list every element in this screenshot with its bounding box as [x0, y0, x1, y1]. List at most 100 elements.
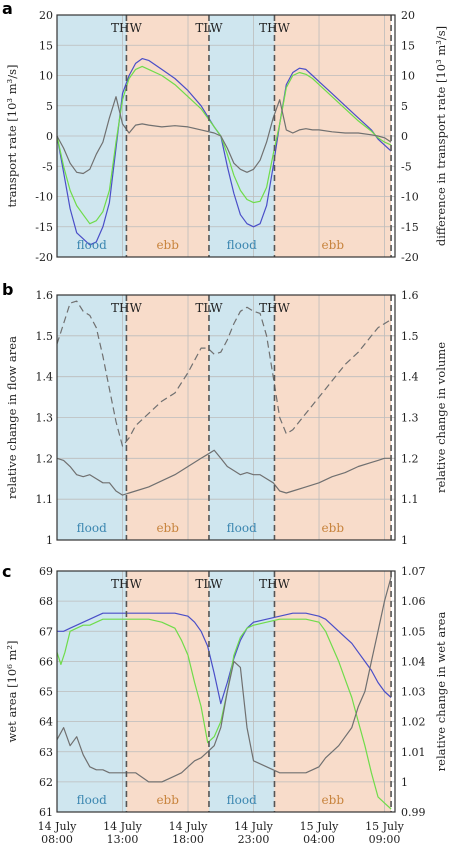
panel-a-ylabel-right: difference in transport rate [10³ m³/s] [434, 26, 448, 246]
phase-label-flood: flood [227, 793, 257, 807]
panel-a-labels: flood ebb flood ebb -20 -15 -10 -5 0 5 10 15 20 -20 -1… [35, 9, 418, 264]
y-tick-left: 67 [39, 625, 53, 638]
phase-label-ebb: ebb [322, 238, 345, 252]
panel-a-ylabel-left: transport rate [10³ m³/s] [5, 65, 19, 208]
x-tick-time: 23:00 [238, 833, 270, 846]
y-tick-right: 1.02 [401, 716, 426, 729]
panel-a-series [56, 58, 392, 246]
panel-a-letter: a [2, 0, 13, 18]
y-tick-left: 69 [39, 565, 53, 578]
y-tick-left: -15 [35, 221, 53, 234]
y-tick-left: -5 [42, 160, 53, 173]
y-tick-right: -5 [401, 160, 412, 173]
y-tick-left: 1 [46, 534, 53, 547]
phase-label-ebb: ebb [322, 793, 345, 807]
y-tick-right: 1.06 [401, 595, 426, 608]
y-tick-left: 63 [39, 746, 53, 759]
y-tick-left: 66 [39, 655, 53, 668]
y-tick-left: 62 [39, 776, 53, 789]
panel-c-ylabel-right: relative change in wet area [434, 612, 448, 772]
y-tick-left: 0 [46, 130, 53, 143]
y-tick-right: 1.07 [401, 565, 426, 578]
event-label: THW [259, 577, 290, 591]
series-line-gray-solid [56, 449, 392, 496]
panel-a-frame [56, 14, 396, 258]
event-label: THW [111, 301, 142, 315]
panel-c-frame [56, 570, 396, 813]
y-tick-left: 1.2 [36, 452, 54, 465]
phase-label-flood: flood [77, 793, 107, 807]
y-tick-left: -20 [35, 251, 53, 264]
phase-label-ebb: ebb [322, 521, 345, 535]
x-tick-date: 15 July [365, 820, 405, 833]
y-tick-right: 1.3 [401, 412, 419, 425]
y-tick-right: 1.5 [401, 330, 419, 343]
y-tick-right: 1.6 [401, 289, 419, 302]
panel-b-ylabel-right: relative change in volume [434, 342, 448, 493]
panel-c: c flood ebb flood ebb 61 62 63 64 65 66 67 68 69 0.99… [2, 562, 448, 846]
x-tick-time: 18:00 [172, 833, 204, 846]
y-tick-left: 1.4 [36, 371, 54, 384]
event-label: THW [259, 21, 290, 35]
phase-label-flood: flood [77, 521, 107, 535]
y-tick-right: 5 [401, 100, 408, 113]
series-line-green [56, 65, 392, 225]
phase-label-ebb: ebb [156, 521, 179, 535]
y-tick-right: -20 [401, 251, 419, 264]
y-tick-right: 10 [401, 70, 415, 83]
panel-b-ylabel-left: relative change in flow area [5, 336, 19, 499]
series-line-blue [57, 612, 392, 705]
y-tick-left: 20 [39, 9, 53, 22]
y-tick-right: 1.01 [401, 746, 426, 759]
x-tick-time: 04:00 [303, 833, 335, 846]
y-tick-right: 0 [401, 130, 408, 143]
panel-c-event-lines [125, 571, 392, 812]
x-tick-date: 15 July [300, 820, 340, 833]
event-label: THW [111, 21, 142, 35]
y-tick-right: -10 [401, 191, 419, 204]
y-tick-right: 0.99 [401, 806, 426, 819]
x-tick-date: 14 July [169, 820, 209, 833]
panel-c-labels: flood ebb flood ebb 61 62 63 64 65 66 67 68 69 0.99 1 1… [39, 565, 426, 819]
y-tick-left: 1.1 [36, 493, 54, 506]
y-tick-right: 15 [401, 39, 415, 52]
y-tick-right: -15 [401, 221, 419, 234]
y-tick-left: 15 [39, 39, 53, 52]
y-tick-right: 1.2 [401, 452, 419, 465]
panel-b: b flood ebb flood ebb 1 1.1 1.2 1.3 1.4 1.5 1.6 1 1.… [2, 280, 448, 547]
panel-c-letter: c [2, 562, 11, 581]
phase-label-ebb: ebb [156, 238, 179, 252]
y-tick-left: -10 [35, 191, 53, 204]
event-label: TLW [195, 577, 223, 591]
series-line-gray [56, 96, 392, 175]
y-tick-right: 1 [401, 776, 408, 789]
y-tick-right: 1.1 [401, 493, 419, 506]
series-line-blue [56, 58, 392, 246]
phase-label-flood: flood [77, 238, 107, 252]
y-tick-left: 10 [39, 70, 53, 83]
event-label: THW [259, 301, 290, 315]
series-line-gray-dashed [56, 300, 392, 447]
x-tick-date: 14 July [103, 820, 143, 833]
panel-c-series [56, 576, 392, 810]
panel-a: a flood ebb flood ebb -20 -15 -10 -5 0 5 10 15 20 -20… [2, 0, 448, 264]
y-tick-right: 1.4 [401, 371, 419, 384]
y-tick-right: 1.05 [401, 625, 426, 638]
event-label: TLW [195, 301, 223, 315]
y-tick-left: 65 [39, 686, 53, 699]
panel-b-series [56, 300, 392, 496]
panel-a-event-lines [125, 15, 392, 257]
series-line-gray [56, 576, 392, 783]
y-tick-left: 1.6 [36, 289, 54, 302]
y-tick-left: 68 [39, 595, 53, 608]
y-tick-right: 1.04 [401, 655, 426, 668]
phase-label-flood: flood [227, 238, 257, 252]
panel-c-ylabel-left: wet area [10⁶ m²] [5, 641, 19, 743]
event-label: THW [111, 577, 142, 591]
event-label: TLW [195, 21, 223, 35]
x-tick-date: 14 July [38, 820, 78, 833]
y-tick-right: 20 [401, 9, 415, 22]
x-tick-time: 09:00 [369, 833, 401, 846]
